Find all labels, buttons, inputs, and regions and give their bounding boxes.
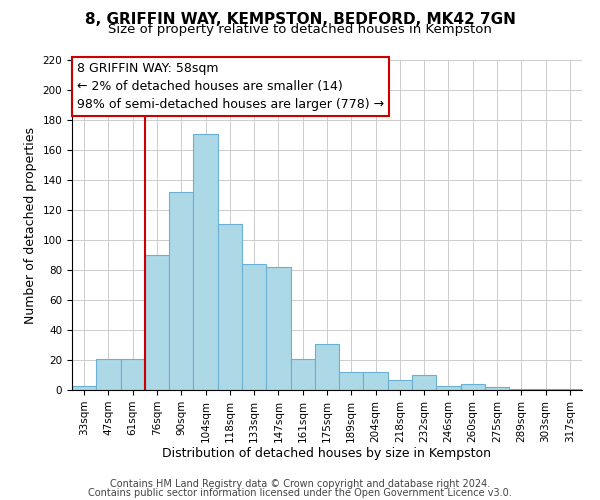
Bar xyxy=(145,255,169,390)
Bar xyxy=(96,358,121,390)
Bar xyxy=(533,388,558,390)
Bar xyxy=(72,386,96,390)
Text: Contains HM Land Registry data © Crown copyright and database right 2024.: Contains HM Land Registry data © Crown c… xyxy=(110,479,490,489)
Text: Contains public sector information licensed under the Open Government Licence v3: Contains public sector information licen… xyxy=(88,488,512,498)
Bar xyxy=(485,387,509,390)
Bar xyxy=(388,380,412,390)
Bar xyxy=(364,372,388,390)
Bar xyxy=(558,388,582,390)
Bar xyxy=(121,358,145,390)
Bar xyxy=(242,264,266,390)
Bar xyxy=(218,224,242,390)
Bar xyxy=(339,372,364,390)
Text: Size of property relative to detached houses in Kempston: Size of property relative to detached ho… xyxy=(108,22,492,36)
Bar xyxy=(509,388,533,390)
Bar xyxy=(266,267,290,390)
Bar xyxy=(193,134,218,390)
Bar xyxy=(461,384,485,390)
Bar xyxy=(169,192,193,390)
Bar xyxy=(315,344,339,390)
Bar xyxy=(436,386,461,390)
Text: 8 GRIFFIN WAY: 58sqm
← 2% of detached houses are smaller (14)
98% of semi-detach: 8 GRIFFIN WAY: 58sqm ← 2% of detached ho… xyxy=(77,62,384,110)
X-axis label: Distribution of detached houses by size in Kempston: Distribution of detached houses by size … xyxy=(163,448,491,460)
Bar xyxy=(290,358,315,390)
Y-axis label: Number of detached properties: Number of detached properties xyxy=(24,126,37,324)
Text: 8, GRIFFIN WAY, KEMPSTON, BEDFORD, MK42 7GN: 8, GRIFFIN WAY, KEMPSTON, BEDFORD, MK42 … xyxy=(85,12,515,28)
Bar xyxy=(412,375,436,390)
